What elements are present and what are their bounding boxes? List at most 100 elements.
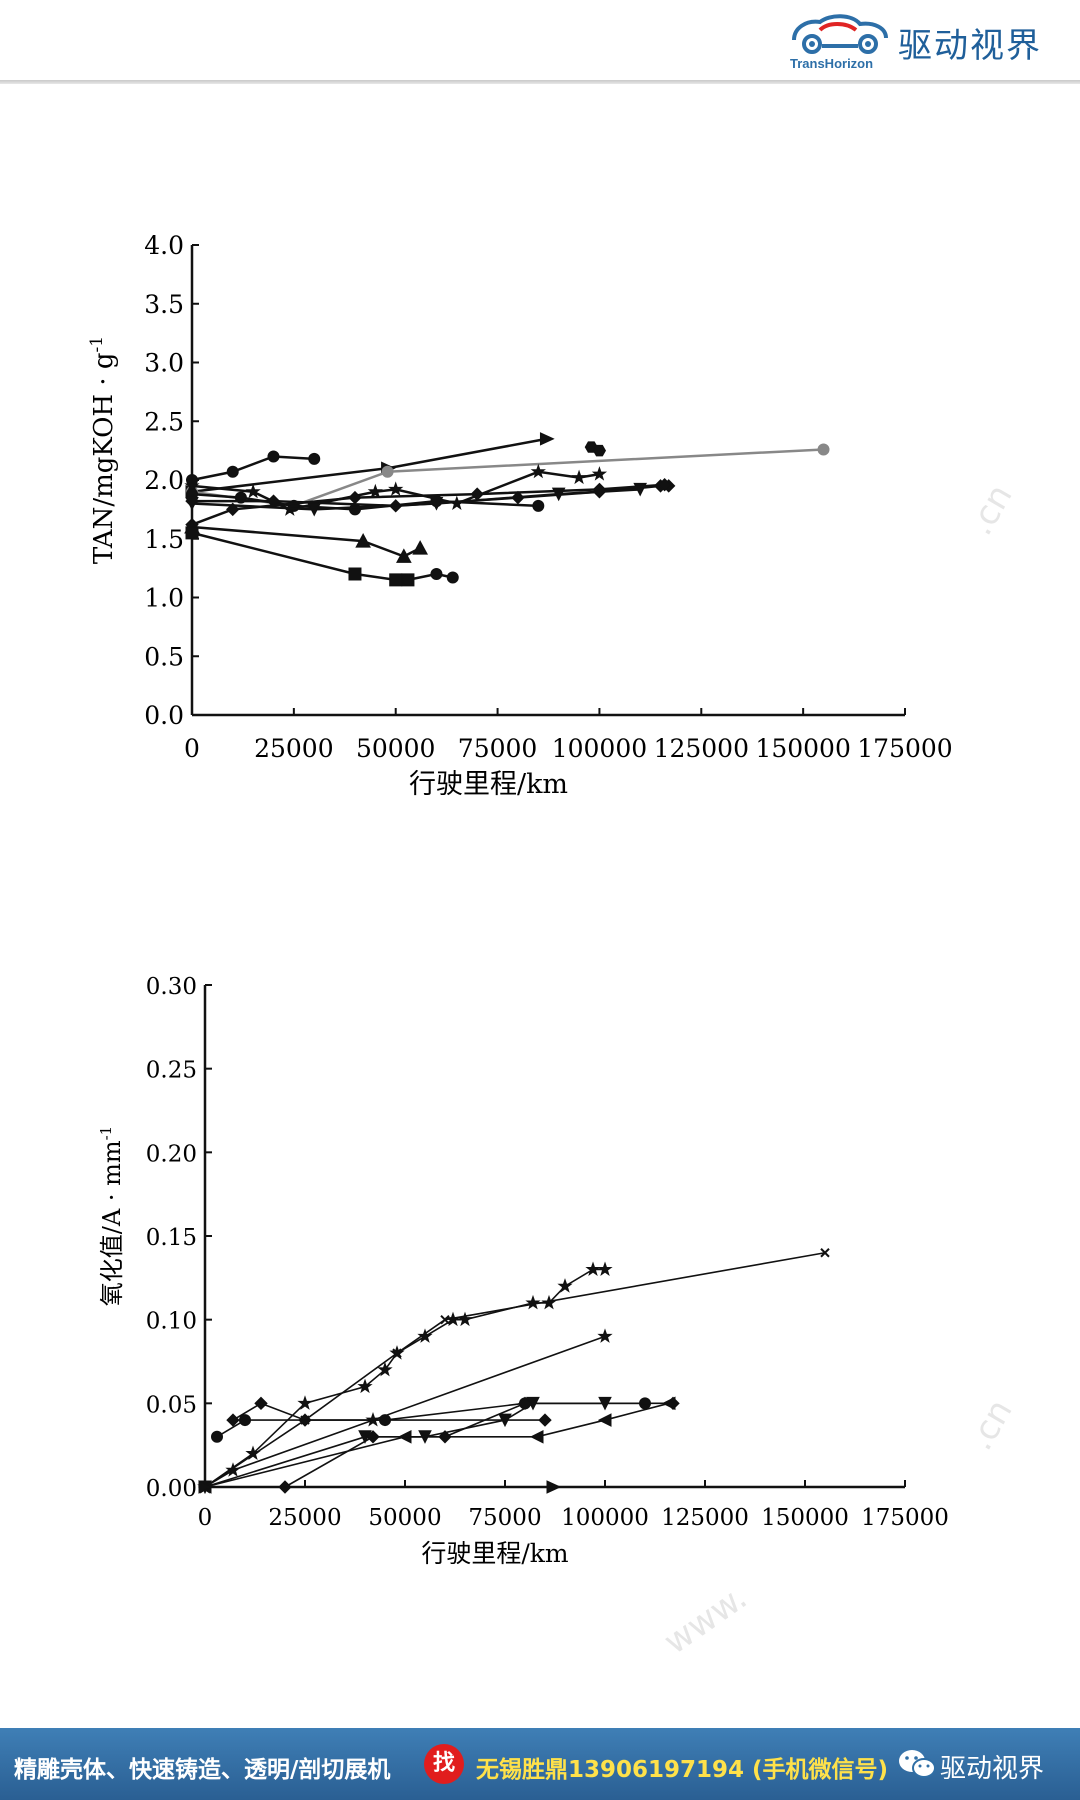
data-point <box>592 444 607 457</box>
series-line <box>191 531 408 582</box>
y-tick-label: 2.0 <box>144 466 184 495</box>
y-tick-label: 0.20 <box>146 1141 197 1167</box>
x-tick-label: 150000 <box>761 1505 849 1531</box>
series-1 <box>200 1248 830 1492</box>
tan-chart: 0 25000 50000 75000 100000 125000 150000 175000… <box>87 231 953 800</box>
brand-title: 驱动视界 <box>898 26 1042 66</box>
series-4 <box>184 463 608 516</box>
data-point <box>388 481 404 496</box>
x-tick-label: 50000 <box>356 734 436 763</box>
promo-text: 精雕壳体、快速铸造、透明/剖切展机 <box>14 1757 391 1783</box>
series-line <box>191 525 421 558</box>
data-point <box>666 1396 680 1411</box>
footer-brand: 驱动视界 <box>940 1754 1045 1784</box>
y-tick-label: 2.5 <box>144 407 184 436</box>
data-point <box>525 1294 541 1310</box>
series-line <box>407 572 454 582</box>
data-point <box>592 482 607 497</box>
data-point <box>185 526 199 540</box>
data-point <box>389 573 403 587</box>
data-point <box>226 502 240 517</box>
y-axis-label-exponent: -1 <box>87 336 107 353</box>
data-point <box>239 1414 251 1427</box>
data-point <box>348 567 362 581</box>
data-point <box>267 450 280 463</box>
data-point <box>348 490 362 505</box>
x-axis-label: 行驶里程/km <box>409 769 568 800</box>
data-point <box>539 432 555 446</box>
x-tick-label: 175000 <box>861 1505 949 1531</box>
data-point <box>817 443 830 456</box>
x-tick-label: 75000 <box>468 1505 541 1531</box>
series-9 <box>184 518 428 563</box>
series-line <box>284 1402 673 1488</box>
y-tick-label: 0.30 <box>146 974 197 1000</box>
y-tick-label: 0.0 <box>144 701 184 730</box>
series-line <box>191 483 665 526</box>
x-tick-label: 25000 <box>254 734 334 763</box>
series-11 <box>401 568 459 586</box>
series-line <box>204 1251 826 1488</box>
data-point <box>245 483 261 499</box>
data-point <box>412 540 428 555</box>
data-point <box>657 477 672 492</box>
find-badge: 找 <box>424 1744 464 1784</box>
data-point <box>211 1430 223 1443</box>
data-point <box>438 1430 452 1444</box>
data-point <box>518 1396 532 1411</box>
page-header: TransHorizon 驱动视界 <box>0 0 1080 84</box>
x-tick-label: 0 <box>184 734 200 763</box>
y-tick-label: 0.05 <box>146 1392 197 1418</box>
series-line <box>191 455 315 482</box>
y-tick-label: 4.0 <box>144 231 184 260</box>
logo-subtitle: TransHorizon <box>790 56 874 71</box>
data-point <box>597 1413 612 1427</box>
y-tick-label: 1.0 <box>144 584 184 613</box>
y-tick-label: 3.0 <box>144 349 184 378</box>
series-0 <box>186 450 321 486</box>
watermark: www. <box>656 1577 755 1663</box>
data-point <box>381 465 394 478</box>
y-axis-label: TAN/mgKOH · g-1 <box>87 336 119 564</box>
series-line <box>204 1335 606 1488</box>
data-point <box>597 1328 613 1343</box>
wechat-icon <box>899 1750 936 1778</box>
data-point <box>357 1378 373 1394</box>
footer-banner: 精雕壳体、快速铸造、透明/剖切展机 找 无锡胜鼎13906197194 (手机微… <box>0 1728 1080 1800</box>
data-point <box>379 1414 391 1427</box>
data-point <box>377 1361 393 1377</box>
x-tick-label: 25000 <box>268 1505 341 1531</box>
data-point <box>430 568 443 580</box>
data-point <box>308 452 321 465</box>
data-point <box>429 497 444 511</box>
data-point <box>820 1248 830 1258</box>
data-point <box>591 466 608 481</box>
series-0 <box>197 1261 613 1494</box>
x-tick-label: 50000 <box>368 1505 441 1531</box>
series-3 <box>226 1396 552 1427</box>
y-axis-label-group: 氧化值/A · mm-1 <box>97 1126 126 1306</box>
y-tick-label: 0.00 <box>146 1476 197 1502</box>
series-6 <box>197 1396 676 1494</box>
data-point <box>597 1261 613 1276</box>
car-cloud-logo-icon <box>792 14 888 54</box>
data-point <box>226 465 239 478</box>
contact-text[interactable]: 无锡胜鼎13906197194 (手机微信号) <box>476 1757 889 1783</box>
y-axis-label-group: TAN/mgKOH · g-1 <box>87 336 119 564</box>
series-8 <box>198 1480 562 1494</box>
data-point <box>366 1430 380 1444</box>
x-tick-label: 125000 <box>661 1505 749 1531</box>
data-point <box>417 1328 433 1343</box>
data-point <box>254 1396 268 1411</box>
data-point <box>367 483 383 499</box>
data-point <box>538 1413 552 1427</box>
data-point <box>571 469 587 485</box>
x-tick-label: 125000 <box>654 734 749 763</box>
data-point <box>225 1462 241 1477</box>
oxidation-chart: 0 25000 50000 75000 100000 125000 150000 175000… <box>97 974 949 1568</box>
data-point <box>529 1429 544 1444</box>
series-7 <box>278 1396 680 1494</box>
series-3 <box>584 441 607 457</box>
data-point <box>297 1395 313 1410</box>
x-tick-label: 100000 <box>561 1505 649 1531</box>
